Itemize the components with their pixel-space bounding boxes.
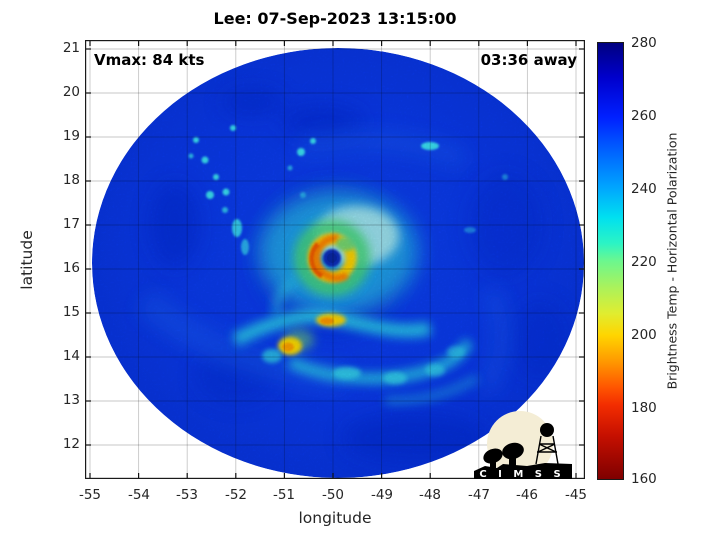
colorbar-tick-label: 280: [631, 35, 657, 51]
colorbar-tick-label: 240: [631, 181, 657, 197]
hurricane-swath-image: C I M S S: [85, 40, 585, 480]
x-tick-label: -51: [272, 487, 296, 503]
x-tick-label: -45: [564, 487, 588, 503]
colorbar-tick-label: 200: [631, 327, 657, 343]
cimss-logo: C I M S S: [474, 411, 572, 480]
x-tick-label: -53: [175, 487, 199, 503]
x-tick-label: -47: [467, 487, 491, 503]
colorbar-tick-label: 180: [631, 400, 657, 416]
x-tick-label: -48: [418, 487, 442, 503]
y-tick-label: 18: [62, 172, 80, 188]
sensor-noise-texture: [92, 48, 584, 478]
cimss-logo-text: C I M S S: [479, 469, 564, 479]
y-tick-label: 16: [62, 260, 80, 276]
colorbar: [597, 42, 624, 480]
x-tick-label: -54: [127, 487, 151, 503]
vmax-annotation: Vmax: 84 kts: [94, 51, 205, 69]
x-tick-label: -50: [321, 487, 345, 503]
colorbar-axis-label: Brightness Temp - Horizontal Polarizatio…: [664, 132, 680, 390]
y-tick-label: 13: [62, 392, 80, 408]
time-away-annotation: 03:36 away: [480, 51, 577, 69]
y-tick-label: 17: [62, 216, 80, 232]
plot-border: [85, 40, 585, 479]
plot-area: C I M S S: [85, 40, 585, 480]
y-tick-label: 14: [62, 348, 80, 364]
y-tick-label: 20: [62, 84, 80, 100]
y-axis-label: latitude: [18, 230, 36, 290]
y-tick-label: 15: [62, 304, 80, 320]
y-tick-label: 21: [62, 40, 80, 56]
x-tick-label: -52: [224, 487, 248, 503]
colorbar-tick-label: 220: [631, 254, 657, 270]
colorbar-tick-label: 260: [631, 108, 657, 124]
plot-title: Lee: 07-Sep-2023 13:15:00: [213, 9, 457, 28]
x-tick-label: -46: [515, 487, 539, 503]
colorbar-tick-label: 160: [631, 471, 657, 487]
grid-lines: [85, 40, 585, 479]
x-tick-label: -49: [370, 487, 394, 503]
swath-data-layer: [92, 48, 584, 478]
y-tick-label: 12: [62, 436, 80, 452]
cimss-logo-silhouette: [474, 423, 572, 479]
x-tick-label: -55: [78, 487, 102, 503]
x-axis-label: longitude: [298, 509, 372, 527]
y-tick-label: 19: [62, 128, 80, 144]
